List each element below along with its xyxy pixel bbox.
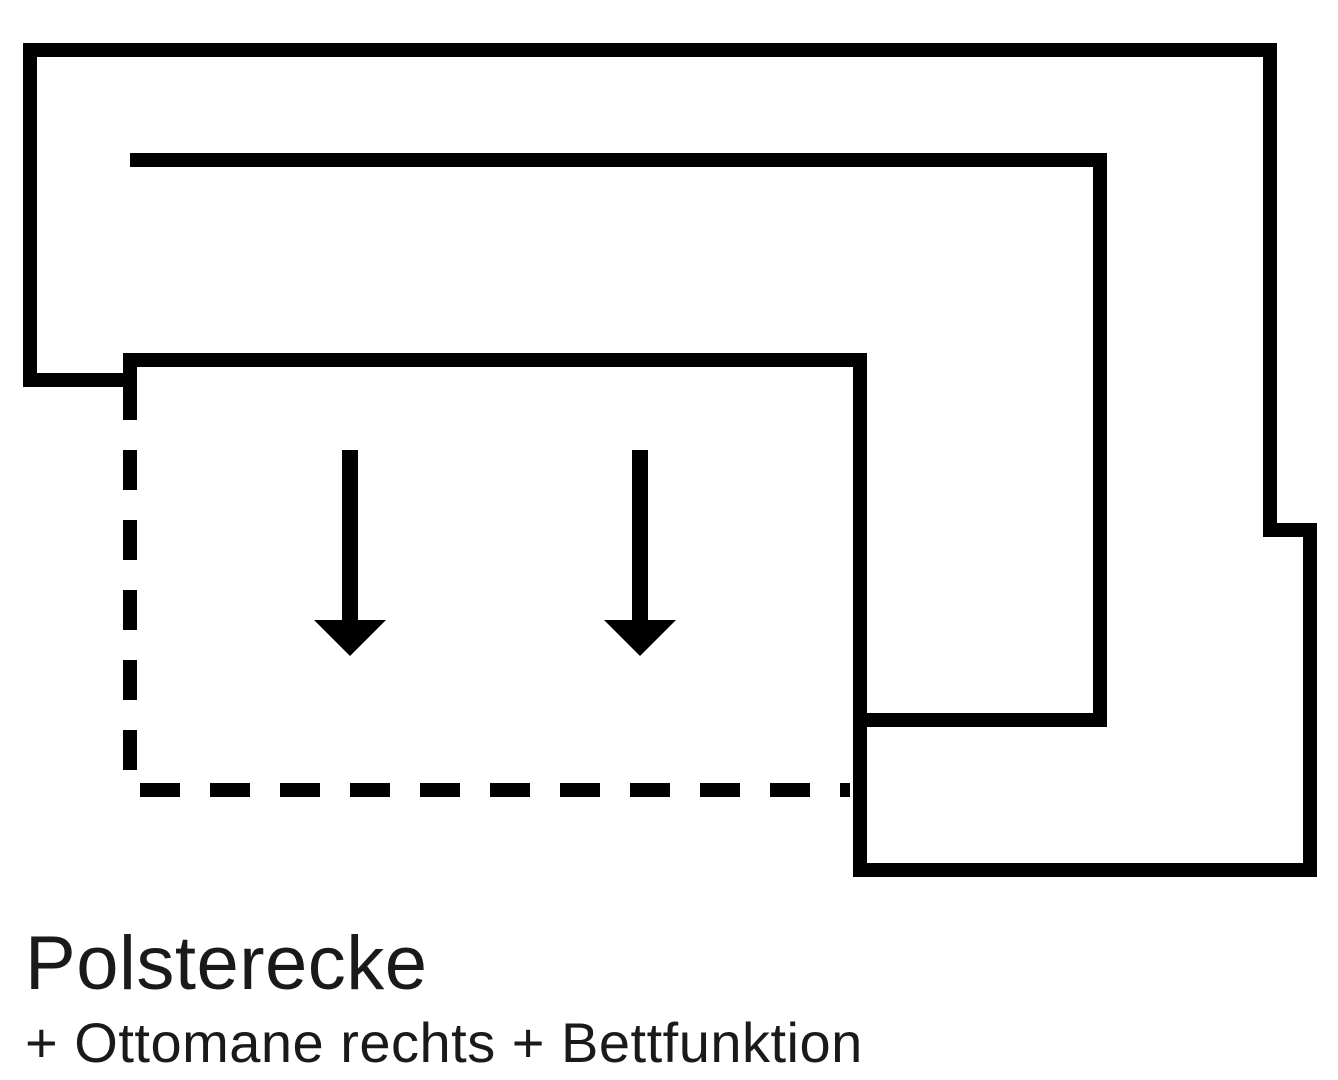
- diagram-subtitle: + Ottomane rechts + Bettfunktion: [25, 1010, 863, 1075]
- diagram-container: Polsterecke + Ottomane rechts + Bettfunk…: [0, 0, 1338, 1080]
- sofa-diagram: [0, 0, 1338, 1080]
- diagram-title: Polsterecke: [25, 920, 428, 1007]
